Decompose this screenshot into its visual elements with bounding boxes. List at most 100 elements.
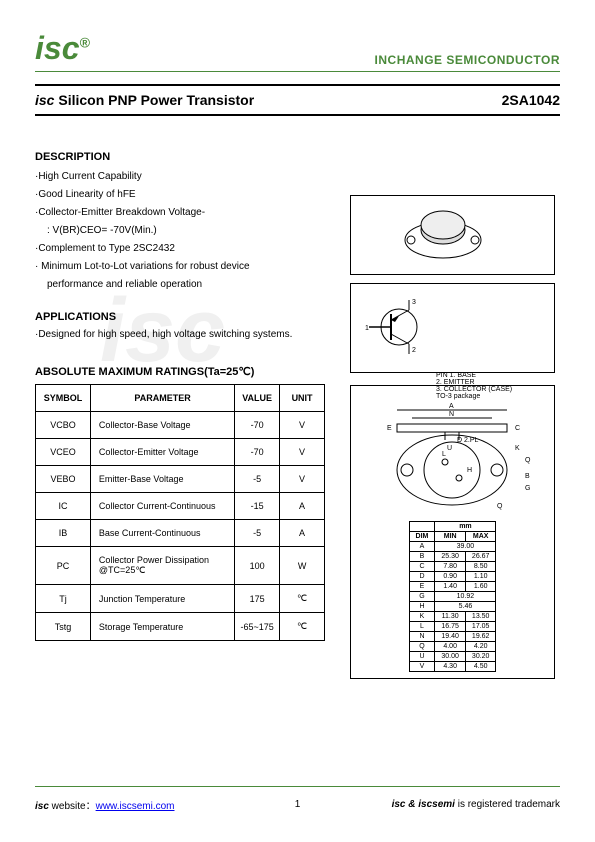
footer-right-prefix: isc & iscsemi — [392, 799, 455, 810]
pin-label: 2. EMITTER — [436, 379, 546, 386]
svg-text:E: E — [387, 425, 392, 432]
table-row: H5.46 — [409, 602, 496, 612]
svg-text:D 2.PL: D 2.PL — [457, 437, 479, 444]
cell-min: 16.75 — [435, 622, 466, 632]
logo-sup: ® — [79, 34, 89, 50]
description-heading: DESCRIPTION — [35, 151, 560, 163]
cell-unit: V — [280, 466, 325, 493]
table-header-row: DIM MIN MAX — [409, 532, 496, 542]
cell-dim: V — [409, 662, 435, 672]
svg-text:3: 3 — [412, 299, 416, 306]
table-row: Q4.004.20 — [409, 642, 496, 652]
cell-max: 8.50 — [465, 562, 496, 572]
cell-symbol: IB — [36, 520, 91, 547]
title-main: Silicon PNP Power Transistor — [54, 92, 254, 108]
cell-unit: A — [280, 493, 325, 520]
footer-isc: isc — [35, 801, 49, 812]
cell-param: Storage Temperature — [90, 613, 234, 641]
table-row: A39.00 — [409, 542, 496, 552]
footer-right-text: is registered trademark — [455, 799, 560, 810]
cell-symbol: VCEO — [36, 439, 91, 466]
cell-min: 11.30 — [435, 612, 466, 622]
cell-min: 1.40 — [435, 582, 466, 592]
table-row: K11.3013.50 — [409, 612, 496, 622]
cell-value: 175 — [235, 585, 280, 613]
svg-text:A: A — [449, 403, 454, 410]
page-number: 1 — [295, 799, 301, 810]
cell-dim: C — [409, 562, 435, 572]
cell-value: 100 — [235, 547, 280, 585]
cell-max: 1.60 — [465, 582, 496, 592]
cell-dim: Q — [409, 642, 435, 652]
col-dim: DIM — [409, 532, 435, 542]
to3-package-icon — [393, 205, 513, 265]
cell-dim: U — [409, 652, 435, 662]
svg-text:H: H — [467, 467, 472, 474]
cell-val: 10.92 — [435, 592, 496, 602]
svg-text:2: 2 — [412, 347, 416, 354]
cell-dim: D — [409, 572, 435, 582]
pinout-diagram: 1 3 2 PIN 1. BASE 2. EMITTER 3. COLLECTO… — [350, 283, 555, 373]
table-row: L16.7517.05 — [409, 622, 496, 632]
cell-value: -65~175 — [235, 613, 280, 641]
part-number: 2SA1042 — [502, 92, 560, 108]
cell-max: 13.50 — [465, 612, 496, 622]
page-header: isc® INCHANGE SEMICONDUCTOR — [35, 30, 560, 72]
table-row: Tj Junction Temperature 175 ℃ — [36, 585, 325, 613]
cell-value: -70 — [235, 412, 280, 439]
cell-unit: ℃ — [280, 585, 325, 613]
pin-labels: PIN 1. BASE 2. EMITTER 3. COLLECTOR (CAS… — [436, 362, 546, 400]
svg-text:K: K — [515, 445, 520, 452]
cell-param: Base Current-Continuous — [90, 520, 234, 547]
cell-val: 5.46 — [435, 602, 496, 612]
cell-dim: E — [409, 582, 435, 592]
table-row: PC Collector Power Dissipation @TC=25℃ 1… — [36, 547, 325, 585]
table-header-row: SYMBOL PARAMETER VALUE UNIT — [36, 385, 325, 412]
cell-min: 4.00 — [435, 642, 466, 652]
cell-dim: A — [409, 542, 435, 552]
cell-param: Junction Temperature — [90, 585, 234, 613]
svg-text:U: U — [447, 445, 452, 452]
cell-dim: G — [409, 592, 435, 602]
cell-min: 4.30 — [435, 662, 466, 672]
outline-drawing: A N E C K Q B G D 2.PL U L H Q mm — [350, 385, 555, 679]
col-parameter: PARAMETER — [90, 385, 234, 412]
cell-max: 4.50 — [465, 662, 496, 672]
svg-text:N: N — [449, 411, 454, 418]
cell-unit: W — [280, 547, 325, 585]
cell-max: 17.05 — [465, 622, 496, 632]
table-row: IB Base Current-Continuous -5 A — [36, 520, 325, 547]
table-row: V4.304.50 — [409, 662, 496, 672]
ratings-table: SYMBOL PARAMETER VALUE UNIT VCBO Collect… — [35, 384, 325, 641]
table-row: N19.4019.62 — [409, 632, 496, 642]
cell-dim: L — [409, 622, 435, 632]
pkg-label: TO-3 package — [436, 393, 546, 400]
table-row: VCBO Collector-Base Voltage -70 V — [36, 412, 325, 439]
col-min: MIN — [435, 532, 466, 542]
cell-symbol: IC — [36, 493, 91, 520]
footer-left-text: website： — [49, 801, 96, 812]
desc-item: ·High Current Capability — [35, 169, 560, 185]
cell-symbol: VCBO — [36, 412, 91, 439]
cell-param: Collector Current-Continuous — [90, 493, 234, 520]
cell-param: Collector-Base Voltage — [90, 412, 234, 439]
cell-max: 1.10 — [465, 572, 496, 582]
cell-value: -5 — [235, 466, 280, 493]
cell-value: -15 — [235, 493, 280, 520]
website-link[interactable]: www.iscsemi.com — [96, 801, 175, 812]
title-bar: isc Silicon PNP Power Transistor 2SA1042 — [35, 84, 560, 116]
svg-text:1: 1 — [365, 325, 369, 332]
cell-dim: H — [409, 602, 435, 612]
table-row: E1.401.60 — [409, 582, 496, 592]
cell-max: 26.67 — [465, 552, 496, 562]
pin-label: 3. COLLECTOR (CASE) — [436, 386, 546, 393]
table-row: U30.0030.20 — [409, 652, 496, 662]
table-row: Tstg Storage Temperature -65~175 ℃ — [36, 613, 325, 641]
cell-val: 39.00 — [435, 542, 496, 552]
cell-unit: ℃ — [280, 613, 325, 641]
cell-symbol: Tstg — [36, 613, 91, 641]
cell-dim: B — [409, 552, 435, 562]
figures-column: 1 3 2 PIN 1. BASE 2. EMITTER 3. COLLECTO… — [350, 195, 555, 679]
col-max: MAX — [465, 532, 496, 542]
dimensions-table: mm DIM MIN MAX A39.00B25.3026.67C7.808.5… — [409, 521, 497, 672]
